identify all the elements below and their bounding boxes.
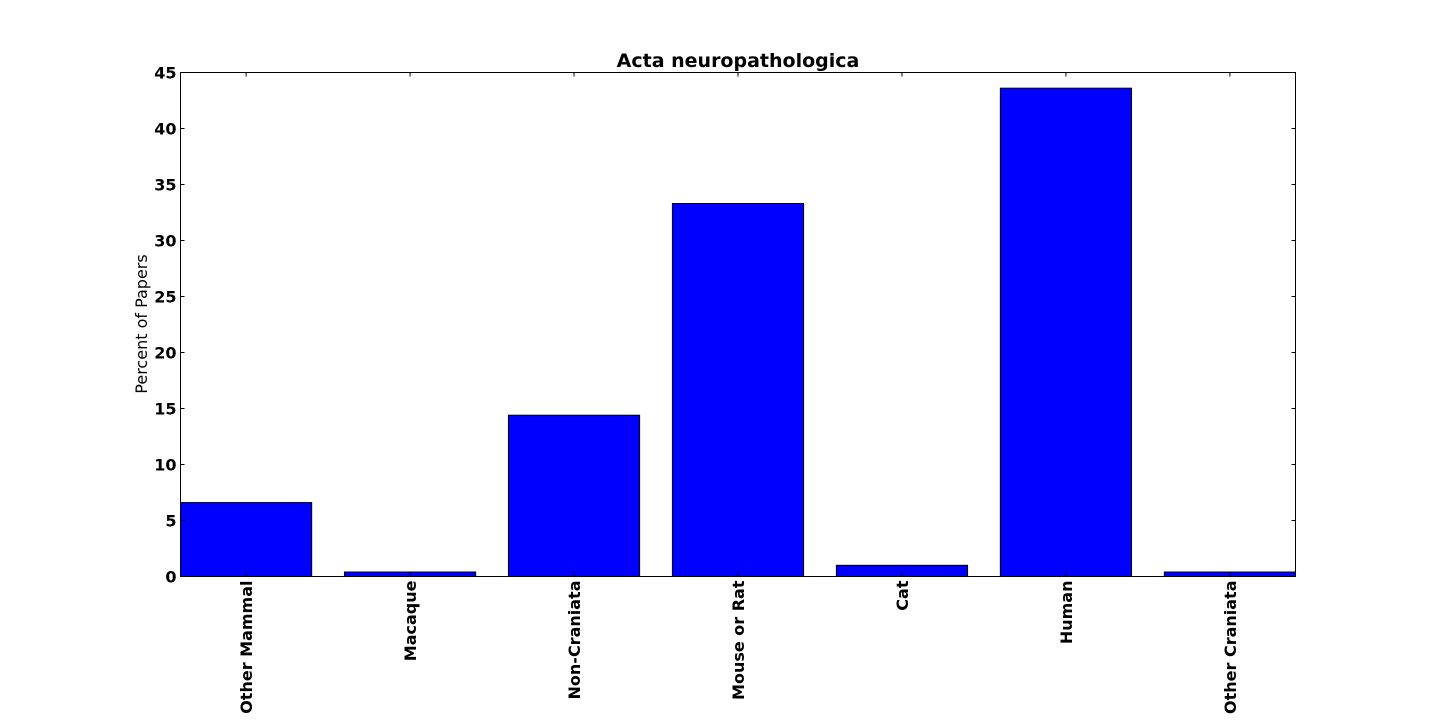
- x-tick-label: Other Mammal: [237, 581, 256, 714]
- y-tick-label: 15: [154, 400, 176, 419]
- y-tick-label: 20: [154, 344, 176, 363]
- y-tick-label: 5: [165, 512, 176, 531]
- y-tick-label: 0: [165, 568, 176, 587]
- x-tick-label: Macaque: [401, 580, 420, 661]
- y-tick-label: 30: [154, 232, 176, 251]
- chart-title: Acta neuropathologica: [617, 50, 860, 72]
- plot-frame: [180, 72, 1296, 577]
- bar-non-craniata: [507, 414, 641, 577]
- bar-mouse-or-rat: [671, 203, 805, 577]
- x-tick-label: Non-Craniata: [565, 581, 584, 700]
- y-tick-label: 45: [154, 64, 176, 83]
- x-tick-label: Cat: [893, 580, 912, 611]
- bars-group: [180, 87, 1296, 578]
- x-tick-label: Other Craniata: [1221, 581, 1240, 715]
- bar-human: [999, 87, 1133, 578]
- bar-other-mammal: [180, 502, 313, 577]
- ticks-group: Other Mammal Macaque Non-Craniata Mouse or …: [154, 64, 1296, 715]
- y-tick-label: 10: [154, 456, 176, 475]
- y-tick-label: 35: [154, 176, 176, 195]
- y-axis-label: Percent of Papers: [132, 254, 151, 393]
- y-tick-label: 25: [154, 288, 176, 307]
- x-tick-label: Human: [1057, 581, 1076, 645]
- y-tick-label: 40: [154, 120, 176, 139]
- x-tick-label: Mouse or Rat: [729, 580, 748, 700]
